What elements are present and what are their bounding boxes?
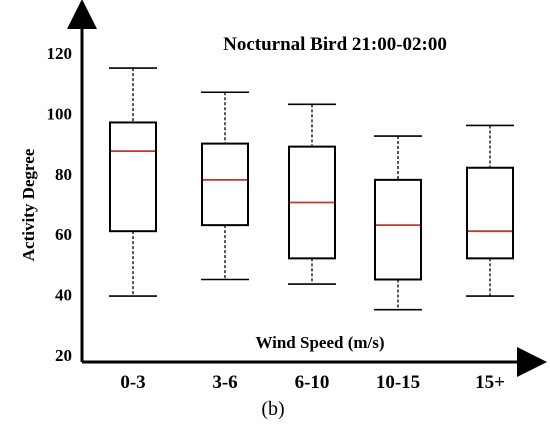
y-tick-label: 120 (47, 44, 73, 63)
y-tick-label: 80 (55, 165, 72, 184)
iqr-box (201, 142, 249, 227)
x-axis-label: Wind Speed (m/s) (255, 333, 384, 352)
panel-label: (b) (261, 398, 284, 420)
x-tick-label: 3-6 (212, 372, 237, 393)
chart-title: Nocturnal Bird 21:00-02:00 (223, 34, 447, 55)
box-3-6 (201, 91, 249, 281)
x-tick-label: 10-15 (376, 372, 420, 393)
box-0-3 (109, 67, 157, 297)
box-6-10 (288, 103, 336, 285)
x-tick-label: 15+ (475, 372, 505, 393)
box-10-15 (374, 135, 422, 311)
x-tick-label: 0-3 (120, 372, 145, 393)
y-tick-label: 100 (47, 104, 73, 123)
x-tick-label: 6-10 (295, 372, 330, 393)
y-axis-label: Activity Degree (19, 148, 38, 261)
x-tick-labels: 0-3 3-6 6-10 10-15 15+ (120, 372, 505, 393)
y-tick-label: 20 (55, 346, 72, 365)
y-tick-label: 40 (55, 286, 72, 305)
iqr-box (374, 178, 422, 281)
y-tick-label: 60 (55, 225, 72, 244)
iqr-box (466, 166, 514, 260)
y-tick-labels: 20 40 60 80 100 120 (47, 44, 73, 365)
iqr-box (109, 121, 157, 233)
box-15+ (466, 124, 514, 297)
boxes-group (109, 67, 514, 311)
